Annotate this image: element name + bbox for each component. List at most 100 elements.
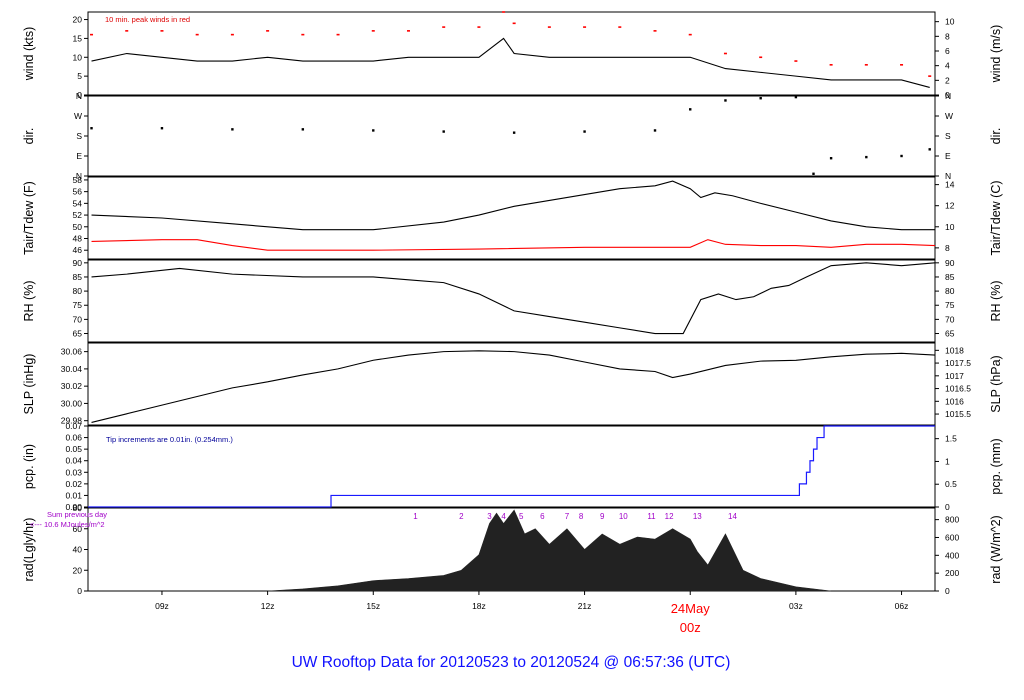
left-tick-label: 0.02 xyxy=(65,479,82,489)
left-tick-label: 58 xyxy=(73,175,83,185)
left-tick-label: 48 xyxy=(73,234,83,244)
solar-hour-label: 13 xyxy=(693,512,702,521)
right-tick-label: 70 xyxy=(945,314,955,324)
solar-hour-label: 8 xyxy=(579,512,584,521)
peak-wind-point xyxy=(794,60,798,62)
x-tick-label: 21z xyxy=(578,601,592,611)
peak-wind-point xyxy=(266,30,270,32)
ylabel-left: wind (kts) xyxy=(22,27,36,81)
series-rad-area xyxy=(267,509,832,592)
panel-slp: 29.98 30.00 30.02 30.04 30.06 1015.5 1016 1016.… xyxy=(22,342,1003,426)
dir-point xyxy=(865,155,868,159)
solar-hour-label: 11 xyxy=(647,512,656,521)
right-tick-label: 10 xyxy=(945,17,955,27)
right-tick-label: W xyxy=(945,111,953,121)
left-tick-label: 80 xyxy=(73,503,83,513)
right-tick-label: N xyxy=(945,171,951,181)
left-tick-label: 20 xyxy=(73,565,83,575)
left-tick-label: 75 xyxy=(73,300,83,310)
ylabel-right: SLP (hPa) xyxy=(989,355,1003,412)
right-tick-label: 1017.5 xyxy=(945,358,971,368)
left-tick-label: 29.98 xyxy=(61,416,83,426)
x-tick-label: 06z xyxy=(895,601,909,611)
solar-hour-label: 3 xyxy=(487,512,492,521)
solar-hour-label: 5 xyxy=(519,512,524,521)
peak-wind-point xyxy=(371,30,375,32)
left-tick-label: 30.06 xyxy=(61,347,83,357)
peak-wind-point xyxy=(160,30,164,32)
right-tick-label: 2 xyxy=(945,75,950,85)
right-tick-label: 12 xyxy=(945,201,955,211)
dir-point xyxy=(160,127,164,130)
left-tick-label: N xyxy=(76,171,82,181)
panel-frame xyxy=(87,425,936,508)
x-tick-label: 15z xyxy=(366,601,380,611)
dir-point xyxy=(794,95,798,99)
pcp-annotation: Tip increments are 0.01in. (0.254mm.) xyxy=(106,435,233,444)
peak-wind-point xyxy=(125,30,129,32)
left-tick-label: 15 xyxy=(73,33,83,43)
left-tick-label: 0 xyxy=(77,90,82,100)
left-tick-label: 54 xyxy=(73,198,83,208)
left-tick-label: 65 xyxy=(73,329,83,339)
left-tick-label: 0.07 xyxy=(65,421,82,431)
rad-annotation: Sum previous day xyxy=(47,510,107,519)
peak-wind-point xyxy=(512,22,516,25)
dir-point xyxy=(689,108,692,111)
solar-hour-label: 2 xyxy=(459,512,464,521)
peak-wind-point xyxy=(477,26,481,28)
x-tick-label: 09z xyxy=(155,601,169,611)
left-tick-label: 0.04 xyxy=(65,456,82,466)
dir-point xyxy=(231,128,234,131)
ylabel-left: SLP (inHg) xyxy=(22,354,36,415)
right-tick-label: 75 xyxy=(945,300,955,310)
right-tick-label: 90 xyxy=(945,258,955,268)
right-tick-label: 1.5 xyxy=(945,434,957,444)
solar-hour-label: 1 xyxy=(413,512,418,521)
series-slp xyxy=(91,350,936,423)
right-tick-label: 0 xyxy=(945,502,950,512)
peak-wind-point xyxy=(301,33,305,36)
right-tick-label: 4 xyxy=(945,61,950,71)
panel-rh: 65 70 75 80 85 90 65 70 75 80 85 90 RH (%) RH (%) xyxy=(22,258,1003,343)
x-tick-label: 18z xyxy=(472,601,486,611)
peak-wind-point xyxy=(864,64,868,66)
series-pcp xyxy=(88,425,935,508)
left-tick-label: 0 xyxy=(77,586,82,596)
dir-point xyxy=(759,97,762,100)
ylabel-right: pcp. (mm) xyxy=(989,438,1003,494)
ylabel-left: dir. xyxy=(22,128,36,145)
peak-wind-point xyxy=(583,26,587,28)
left-tick-label: 70 xyxy=(73,314,83,324)
dir-point xyxy=(724,99,727,102)
left-tick-label: 90 xyxy=(73,258,83,268)
series-peak-winds xyxy=(90,11,932,77)
left-tick-label: S xyxy=(76,131,82,141)
ylabel-right: Tair/Tdew (C) xyxy=(989,180,1003,255)
right-tick-label: 400 xyxy=(945,550,959,560)
dir-point xyxy=(653,129,657,132)
dir-point xyxy=(928,148,931,151)
left-tick-label: N xyxy=(76,91,82,101)
panel-frame xyxy=(87,176,936,260)
peak-wind-point xyxy=(928,75,932,77)
right-tick-label: 8 xyxy=(945,31,950,41)
right-tick-label: 8 xyxy=(945,243,950,253)
right-tick-label: 0 xyxy=(945,90,950,100)
left-tick-label: 0.01 xyxy=(65,490,82,500)
dir-point xyxy=(829,157,833,160)
peak-wind-point xyxy=(547,26,551,28)
right-tick-label: 10 xyxy=(945,222,955,232)
left-tick-label: 30.02 xyxy=(61,381,83,391)
x-tick-label: 12z xyxy=(261,601,275,611)
right-tick-label: N xyxy=(945,91,951,101)
peak-wind-point xyxy=(759,56,763,59)
panel-pcp: 0.00 0.010.02 0.030.04 0.050.06 0.07 0 0.5 1 1.5… xyxy=(22,421,1003,512)
x-tick-label: 03z xyxy=(789,601,803,611)
ylabel-left: rad(Lgly/hr) xyxy=(22,518,36,582)
ylabel-left: pcp. (in) xyxy=(22,444,36,489)
dir-point xyxy=(90,127,93,130)
